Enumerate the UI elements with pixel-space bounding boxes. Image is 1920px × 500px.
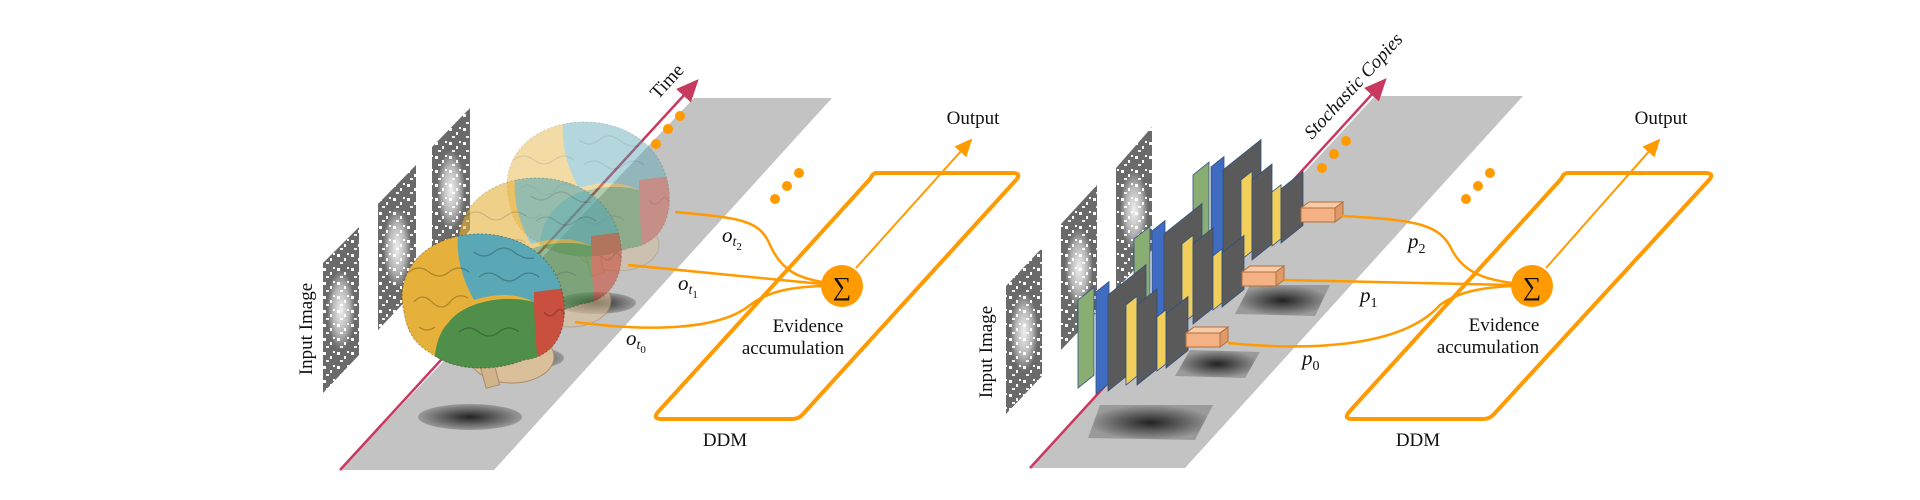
label-o-t1: ot1	[678, 271, 698, 301]
output-arrow	[1545, 138, 1661, 269]
cnn-layer	[1136, 288, 1158, 386]
cnn-layer	[1095, 280, 1110, 395]
cnn-layer	[1251, 163, 1273, 261]
ddm-dots	[1461, 168, 1495, 204]
output-layer-side	[1219, 326, 1229, 348]
cnn-layer	[1165, 295, 1189, 369]
ddm-plane	[1344, 171, 1714, 421]
input-image-label: Input Image	[976, 306, 997, 398]
left-panel: Time Input Image ot2 ot1 ot0	[296, 60, 1021, 471]
output-line-p1	[1283, 278, 1513, 287]
output-line-o-t0	[574, 284, 823, 329]
output-arrow	[855, 138, 973, 269]
label-o-t0: ot0	[626, 326, 646, 356]
cnn-layer	[1125, 295, 1138, 386]
label-o-t2: ot2	[722, 223, 742, 253]
ddm-dots	[770, 168, 804, 204]
cnn-layer	[1212, 247, 1223, 311]
sum-icon: ∑	[821, 265, 863, 307]
cnn-layer	[1077, 286, 1095, 389]
evidence-label: Evidence	[1469, 315, 1540, 336]
shadow	[1088, 405, 1213, 440]
svg-text:∑: ∑	[833, 272, 852, 301]
input-image-label: Input Image	[296, 283, 317, 375]
cnn-stacks	[1077, 138, 1345, 395]
noisy-image-icon	[1006, 248, 1042, 414]
cnn-layer	[1280, 170, 1304, 244]
noisy-image-icon	[323, 227, 359, 393]
output-line-o-t1	[627, 263, 823, 286]
output-label: Output	[947, 108, 1001, 129]
output-line-o-t2	[674, 210, 823, 284]
cnn-stack-icon	[1077, 263, 1230, 395]
cnn-layer	[1221, 234, 1245, 308]
right-panel: Stochastic Copies Input Image p2 p1 p0	[976, 29, 1714, 469]
label-p1: p1	[1358, 283, 1378, 311]
ddm-plane	[653, 171, 1021, 421]
output-layer-box	[1300, 207, 1336, 223]
shadow	[1235, 285, 1330, 316]
ddm-label: DDM	[703, 430, 747, 451]
time-dots	[651, 111, 685, 149]
cnn-layer	[1156, 308, 1167, 372]
evidence-label: Evidence	[773, 316, 844, 337]
shadow	[1175, 350, 1260, 378]
label-p2: p2	[1406, 229, 1426, 257]
ddm-label: DDM	[1396, 430, 1440, 451]
sum-icon: ∑	[1511, 265, 1553, 307]
shadow	[418, 404, 522, 430]
accumulation-label: accumulation	[1437, 337, 1540, 358]
cnn-layer	[1271, 183, 1282, 247]
output-line-p0	[1227, 284, 1513, 348]
cnn-layer	[1192, 227, 1214, 325]
accumulation-label: accumulation	[742, 338, 845, 359]
output-layer-box	[1185, 332, 1221, 348]
output-label: Output	[1635, 108, 1689, 129]
svg-text:∑: ∑	[1523, 272, 1542, 301]
output-line-p2	[1341, 214, 1513, 285]
output-layer-box	[1241, 271, 1277, 287]
copies-dots	[1317, 136, 1351, 173]
label-p0: p0	[1300, 346, 1320, 374]
